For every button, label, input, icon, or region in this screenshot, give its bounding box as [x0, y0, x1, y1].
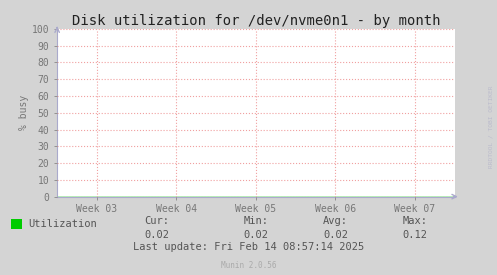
Text: Munin 2.0.56: Munin 2.0.56	[221, 261, 276, 270]
Text: Min:: Min:	[244, 216, 268, 226]
Text: Utilization: Utilization	[28, 219, 96, 229]
Text: Last update: Fri Feb 14 08:57:14 2025: Last update: Fri Feb 14 08:57:14 2025	[133, 242, 364, 252]
Text: Cur:: Cur:	[144, 216, 169, 226]
Text: 0.02: 0.02	[144, 230, 169, 240]
Text: 0.12: 0.12	[403, 230, 427, 240]
Title: Disk utilization for /dev/nvme0n1 - by month: Disk utilization for /dev/nvme0n1 - by m…	[72, 14, 440, 28]
Y-axis label: % busy: % busy	[19, 95, 29, 130]
Text: 0.02: 0.02	[323, 230, 348, 240]
Text: Avg:: Avg:	[323, 216, 348, 226]
Text: RRDTOOL / TOBI OETIKER: RRDTOOL / TOBI OETIKER	[489, 85, 494, 168]
Text: Max:: Max:	[403, 216, 427, 226]
Text: 0.02: 0.02	[244, 230, 268, 240]
